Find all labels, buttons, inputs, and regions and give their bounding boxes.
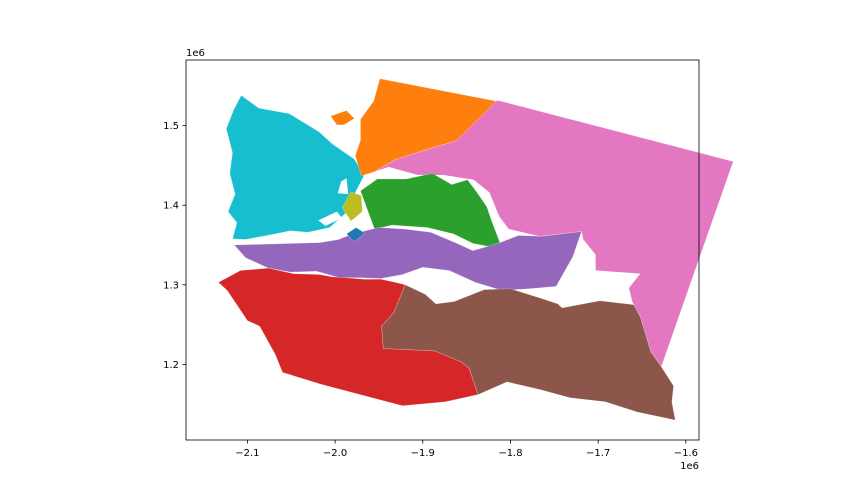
y-axis-offset-label: 1e6 (186, 48, 205, 59)
region-3 (330, 110, 355, 126)
x-axis-offset-label: 1e6 (680, 461, 699, 472)
x-tick-label: −1.7 (586, 448, 610, 459)
axes-border (185, 59, 700, 441)
x-tick-label: −1.6 (674, 448, 698, 459)
axes-frame (185, 59, 700, 441)
region-7 (233, 227, 582, 291)
water-gap-2 (337, 178, 349, 195)
water-gap-1 (318, 211, 343, 226)
y-axis-ticks: 1.2 1.3 1.4 1.5 (163, 121, 186, 371)
map-regions (217, 78, 734, 421)
y-tick-label: 1.2 (163, 360, 179, 371)
x-tick-label: −1.8 (498, 448, 522, 459)
y-tick-label: 1.5 (163, 121, 179, 132)
region-6 (341, 191, 363, 222)
region-9 (217, 267, 479, 407)
x-tick-label: −2.1 (235, 448, 259, 459)
x-axis-ticks: −2.1 −2.0 −1.9 −1.8 −1.7 −1.6 (235, 440, 698, 459)
y-tick-label: 1.3 (163, 280, 179, 291)
region-8 (346, 227, 366, 243)
region-5 (360, 173, 501, 247)
region-1 (225, 94, 365, 240)
region-10 (381, 284, 676, 421)
x-tick-label: −2.0 (323, 448, 347, 459)
y-tick-label: 1.4 (163, 201, 179, 212)
x-tick-label: −1.9 (411, 448, 435, 459)
